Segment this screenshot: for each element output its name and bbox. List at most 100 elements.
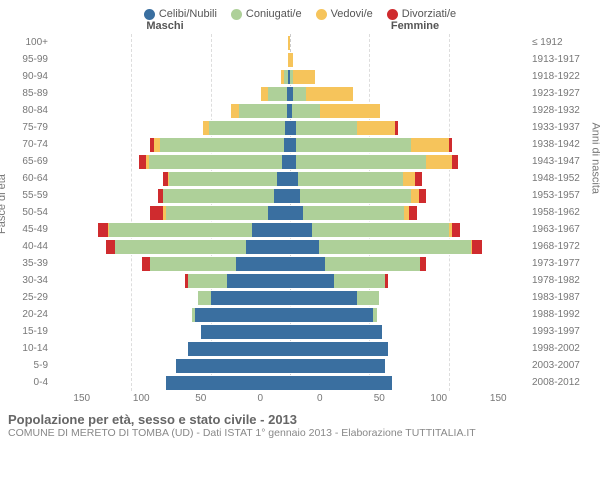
age-label: 95-99 [8,54,52,65]
pyramid-row: 100+≤ 1912 [8,34,592,51]
legend-swatch [231,9,242,20]
bar-segment [268,205,290,221]
bar-segment [290,52,293,68]
bar-segment [296,154,426,170]
pyramid-row: 50-541958-1962 [8,204,592,221]
age-label: 80-84 [8,105,52,116]
pyramid-row: 65-691943-1947 [8,153,592,170]
bar-segment [472,239,482,255]
chart-footer: Popolazione per età, sesso e stato civil… [8,412,592,439]
bar-segment [198,290,211,306]
age-label: 85-89 [8,88,52,99]
birth-year-label: 1993-1997 [528,326,592,337]
bar-segment [290,222,312,238]
legend-item: Divorziati/e [387,8,456,20]
bar-segment [290,171,298,187]
y-axis-left-title: Fasce di età [0,174,8,234]
bar-segment [166,205,268,221]
bar-segment [282,154,290,170]
age-label: 20-24 [8,309,52,320]
bar-segment [166,375,290,391]
bar-segment [385,273,388,289]
bar-segment [209,120,285,136]
pyramid-row: 40-44 1968-1972 [8,238,592,255]
birth-year-label: 1923-1927 [528,88,592,99]
birth-year-label: 1918-1922 [528,71,592,82]
birth-year-label: 1978-1982 [528,275,592,286]
bar-segment [142,256,150,272]
legend-label: Divorziati/e [402,8,456,20]
bar-segment [296,137,410,153]
chart-title: Popolazione per età, sesso e stato civil… [8,412,592,427]
bar-segment [312,222,448,238]
age-label: 75-79 [8,122,52,133]
bar-segment [195,307,290,323]
legend-swatch [387,9,398,20]
bar-segment [169,171,277,187]
bar-segment [290,375,392,391]
legend-label: Vedovi/e [331,8,373,20]
bar-segment [296,120,356,136]
birth-year-label: 2003-2007 [528,360,592,371]
header-male: Maschi [0,20,290,32]
bar-segment [290,358,385,374]
bar-segment [290,256,325,272]
bar-segment [300,188,411,204]
birth-year-label: 1988-1992 [528,309,592,320]
x-axis: 150100500 050100150 [8,393,592,404]
birth-year-label: 1998-2002 [528,343,592,354]
pyramid-row: 20-24 1988-1992 [8,306,592,323]
bar-segment [298,171,403,187]
age-label: 65-69 [8,156,52,167]
age-label: 60-64 [8,173,52,184]
legend-item: Vedovi/e [316,8,373,20]
bar-segment [231,103,239,119]
bar-segment [357,120,395,136]
bar-segment [290,273,334,289]
bar-segment [201,324,290,340]
age-label: 30-34 [8,275,52,286]
bar-segment [149,154,282,170]
bar-segment [150,256,236,272]
bar-segment [252,222,290,238]
birth-year-label: 1938-1942 [528,139,592,150]
legend-swatch [316,9,327,20]
birth-year-label: 1968-1972 [528,241,592,252]
pyramid-row: 95-99 1913-1917 [8,51,592,68]
bar-segment [411,188,419,204]
bar-segment [357,290,379,306]
age-label: 40-44 [8,241,52,252]
bar-segment [290,290,357,306]
pyramid-row: 75-791933-1937 [8,119,592,136]
bar-segment [290,239,319,255]
pyramid-row: 55-591953-1957 [8,187,592,204]
bar-segment [409,205,417,221]
gender-headers: Maschi Femmine [0,20,600,32]
bar-segment [319,239,471,255]
pyramid-row: 25-291983-1987 [8,289,592,306]
birth-year-label: 1963-1967 [528,224,592,235]
pyramid-row: 10-14 1998-2002 [8,340,592,357]
age-label: 35-39 [8,258,52,269]
pyramid-row: 85-89 1923-1927 [8,85,592,102]
pyramid-row: 70-74 1938-1942 [8,136,592,153]
age-label: 45-49 [8,224,52,235]
birth-year-label: 1913-1917 [528,54,592,65]
bar-segment [373,307,378,323]
chart-subtitle: COMUNE DI MERETO DI TOMBA (UD) - Dati IS… [8,427,592,439]
bar-segment [246,239,290,255]
age-label: 70-74 [8,139,52,150]
age-label: 10-14 [8,343,52,354]
bar-segment [236,256,290,272]
bar-segment [150,205,163,221]
bar-segment [411,137,449,153]
bar-segment [274,188,290,204]
age-label: 5-9 [8,360,52,371]
bar-segment [449,137,452,153]
bar-segment [290,188,300,204]
bar-segment [415,171,421,187]
bar-segment [452,222,460,238]
bar-segment [188,341,290,357]
birth-year-label: 1953-1957 [528,190,592,201]
bar-segment [320,103,380,119]
